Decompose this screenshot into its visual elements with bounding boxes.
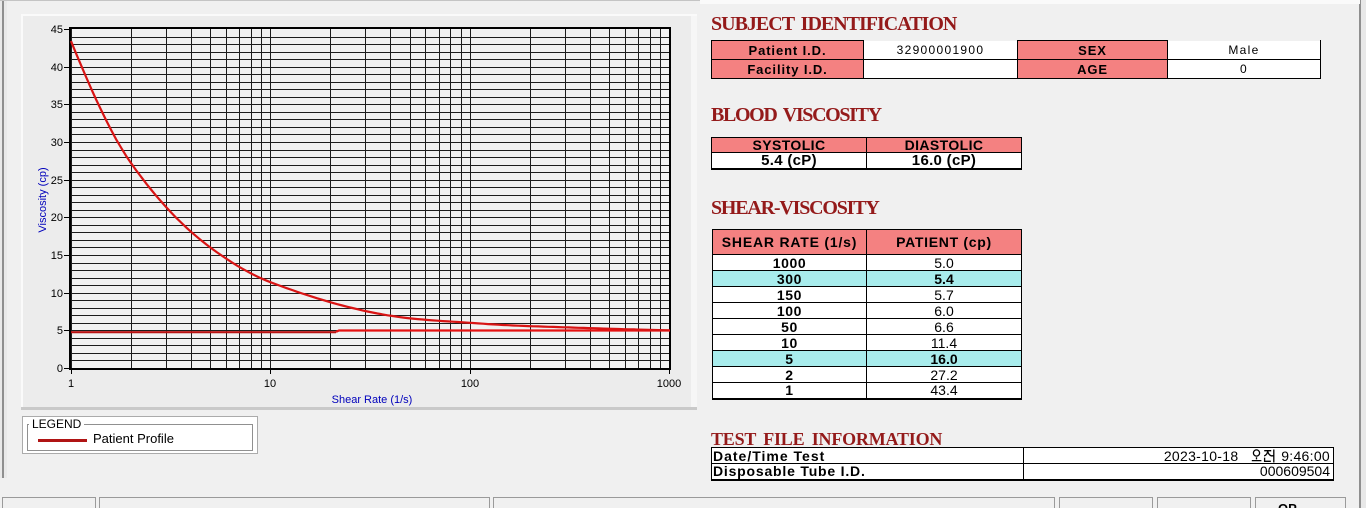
- svg-text:10: 10: [264, 378, 276, 390]
- svg-text:Viscosity (cp): Viscosity (cp): [37, 167, 49, 232]
- svg-text:0: 0: [57, 363, 63, 375]
- svg-text:10: 10: [51, 288, 63, 300]
- svg-text:45: 45: [51, 24, 63, 36]
- svg-text:40: 40: [51, 62, 63, 74]
- svg-text:5: 5: [57, 325, 63, 337]
- svg-text:100: 100: [461, 378, 479, 390]
- svg-text:30: 30: [51, 137, 63, 149]
- svg-text:20: 20: [51, 212, 63, 224]
- svg-text:15: 15: [51, 250, 63, 262]
- svg-text:1: 1: [68, 378, 74, 390]
- svg-text:25: 25: [51, 175, 63, 187]
- svg-text:Shear Rate (1/s): Shear Rate (1/s): [332, 394, 413, 406]
- svg-text:1000: 1000: [657, 378, 681, 390]
- svg-text:35: 35: [51, 99, 63, 111]
